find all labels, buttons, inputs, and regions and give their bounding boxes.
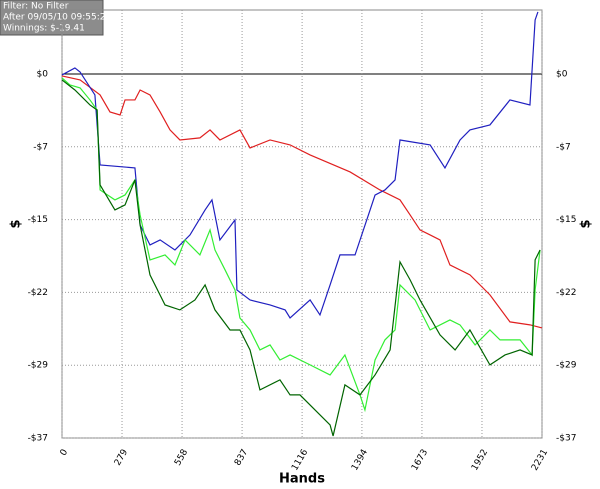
x-tick-label: 0 <box>59 448 71 458</box>
y-axis-label: $ <box>9 219 24 228</box>
info-line: After 09/05/10 09:55:24 <box>3 13 111 23</box>
y-tick-label: -$29 <box>28 361 49 371</box>
info-line: Winnings: $-19.41 <box>3 24 85 34</box>
y-axis-label-right: $ <box>579 219 594 228</box>
series-line <box>61 79 541 437</box>
y-tick-label: -$15 <box>28 215 48 225</box>
info-line: Filter: No Filter <box>3 2 69 12</box>
info-box: Filter: No Filter After 09/05/10 09:55:2… <box>0 0 111 36</box>
series-line <box>61 75 543 329</box>
x-tick-label: 1673 <box>410 448 430 473</box>
series-line <box>61 77 541 413</box>
y-tick-label-right: -$15 <box>556 215 576 225</box>
x-tick-label: 1394 <box>350 448 370 473</box>
x-tick-label: 1952 <box>470 448 490 473</box>
series-line <box>61 11 539 319</box>
y-tick-label-right: $0 <box>556 69 568 79</box>
x-axis-label: Hands <box>279 472 325 487</box>
y-tick-label-right: -$7 <box>556 142 571 152</box>
x-tick-label: 1116 <box>290 448 310 473</box>
y-tick-label-right: -$29 <box>556 361 577 371</box>
x-tick-label: 558 <box>173 448 190 468</box>
y-tick-label: -$7 <box>33 142 48 152</box>
y-tick-label: $0 <box>37 69 49 79</box>
y-tick-label: -$37 <box>28 434 48 444</box>
x-tick-label: 837 <box>233 448 250 468</box>
y-tick-label-right: -$22 <box>556 288 576 298</box>
y-tick-label: -$22 <box>28 288 48 298</box>
x-tick-label: 2231 <box>530 448 550 473</box>
info-box-background <box>0 0 104 36</box>
x-tick-label: 279 <box>113 448 130 468</box>
y-tick-label-right: -$37 <box>556 434 576 444</box>
